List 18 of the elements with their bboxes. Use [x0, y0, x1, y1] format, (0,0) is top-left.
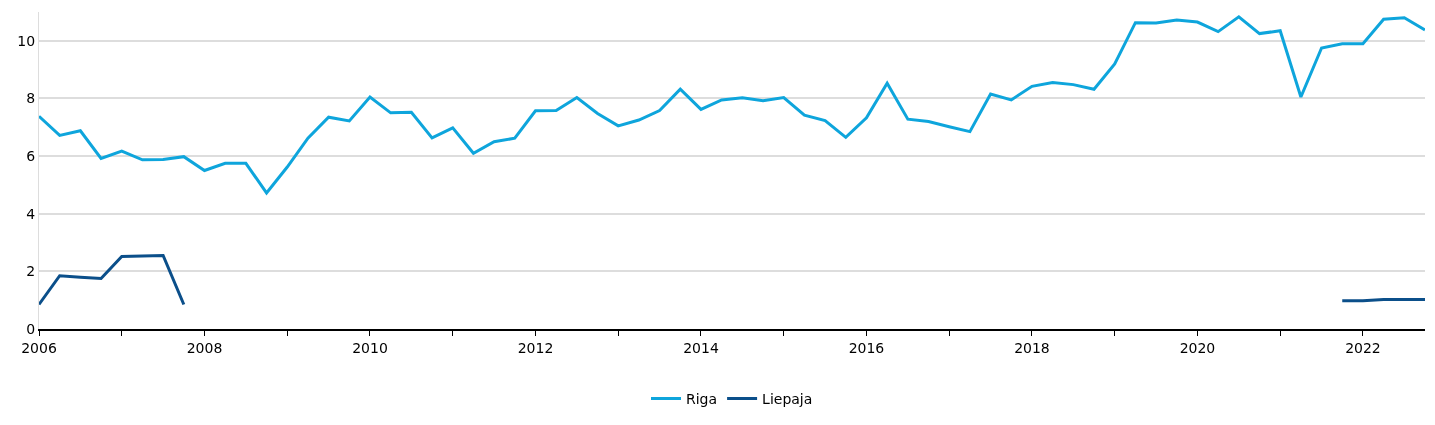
- x-tick-label: 2014: [683, 339, 719, 356]
- legend-label: Riga: [686, 390, 718, 407]
- x-tick-label: 2022: [1345, 339, 1381, 356]
- y-tick-label: 2: [26, 263, 36, 280]
- x-tick-label: 2016: [848, 339, 885, 356]
- y-tick-label: 6: [26, 147, 36, 164]
- x-tick-label: 2018: [1014, 339, 1050, 356]
- y-tick-label: 8: [26, 90, 36, 107]
- y-tick-label: 0: [26, 320, 36, 337]
- line-series: [39, 15, 1425, 195]
- x-tick-label: 2006: [21, 339, 57, 356]
- x-tick-label: 2012: [517, 339, 554, 356]
- x-tick-label: 2008: [186, 339, 223, 356]
- y-tick-label: 4: [26, 205, 36, 222]
- x-tick-label: 2020: [1179, 339, 1216, 356]
- y-tick-label: 10: [17, 32, 36, 49]
- legend-label: Liepaja: [762, 390, 813, 407]
- x-tick-label: 2010: [352, 339, 388, 356]
